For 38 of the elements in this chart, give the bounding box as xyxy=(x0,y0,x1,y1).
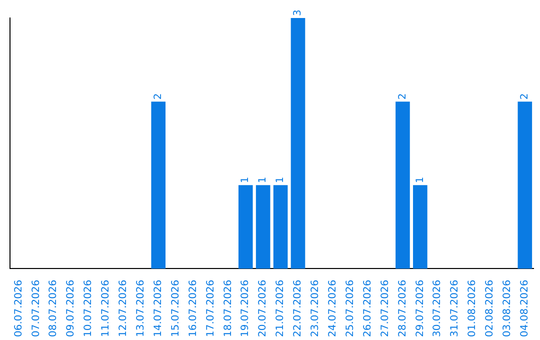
x-tick-label: 04.08.2026 xyxy=(519,280,530,338)
x-tick-label: 10.07.2026 xyxy=(83,280,94,338)
x-tick-label: 13.07.2026 xyxy=(136,280,146,338)
x-tick-label: 08.07.2026 xyxy=(48,280,60,338)
x-tick-label: 31.07.2026 xyxy=(450,280,461,338)
x-tick-label: 16.07.2026 xyxy=(188,280,199,338)
x-tick-label: 19.07.2026 xyxy=(240,280,252,338)
x-tick-label: 12.07.2026 xyxy=(118,280,130,338)
data-label: 2 xyxy=(152,93,164,100)
x-tick-label: 11.07.2026 xyxy=(100,280,112,338)
data-label: 2 xyxy=(519,93,530,100)
x-tick-label: 06.07.2026 xyxy=(13,280,24,338)
data-label: 1 xyxy=(414,176,426,184)
x-tick-label: 20.07.2026 xyxy=(258,280,269,338)
x-tick-label: 30.07.2026 xyxy=(432,280,444,338)
x-tick-label: 02.08.2026 xyxy=(484,280,496,338)
x-tick-label: 24.07.2026 xyxy=(327,280,338,338)
x-tick-label: 21.07.2026 xyxy=(275,280,286,338)
x-tick-label: 22.07.2026 xyxy=(292,280,304,338)
x-tick-label: 29.07.2026 xyxy=(414,280,426,338)
data-label: 3 xyxy=(292,10,304,16)
x-tick-label: 23.07.2026 xyxy=(310,280,322,338)
x-tick-label: 14.07.2026 xyxy=(152,280,164,338)
x-tick-label: 25.07.2026 xyxy=(344,280,356,338)
x-tick-label: 09.07.2026 xyxy=(66,280,77,338)
data-label: 1 xyxy=(258,176,269,184)
data-label: 2 xyxy=(397,93,408,100)
x-tick-label: 17.07.2026 xyxy=(205,280,216,338)
data-label: 1 xyxy=(240,176,252,184)
x-tick-label: 27.07.2026 xyxy=(380,280,391,338)
x-tick-label: 28.07.2026 xyxy=(397,280,408,338)
x-tick-label: 01.08.2026 xyxy=(467,280,478,338)
x-tick-label: 07.07.2026 xyxy=(30,280,42,338)
x-tick-label: 18.07.2026 xyxy=(222,280,234,338)
x-tick-label: 26.07.2026 xyxy=(362,280,374,338)
x-tick-label: 03.08.2026 xyxy=(502,280,514,338)
x-tick-label: 15.07.2026 xyxy=(170,280,182,338)
data-label: 1 xyxy=(275,176,286,184)
